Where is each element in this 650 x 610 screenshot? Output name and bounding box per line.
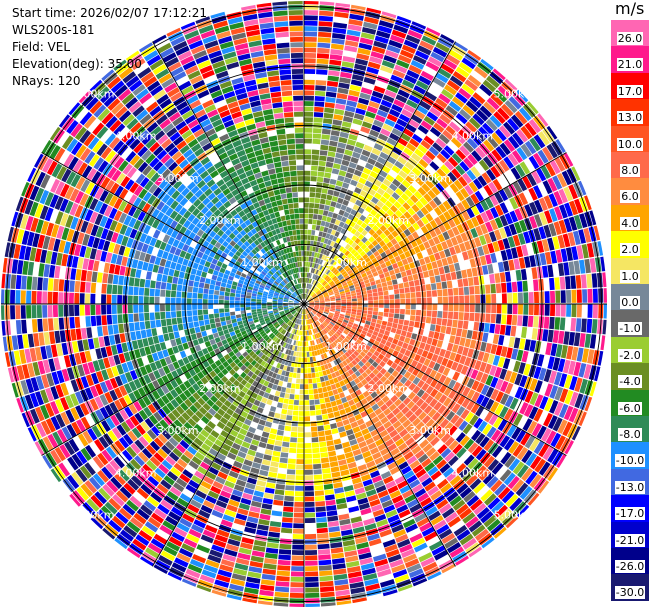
colorbar-tick-label: 26.0 — [616, 32, 644, 45]
range-label: 2.00km — [367, 382, 409, 395]
colorbar-tick-label: -8.0 — [618, 428, 642, 441]
start-time: Start time: 2026/02/07 17:12:21 — [12, 6, 207, 20]
colorbar-tick-label: 4.0 — [620, 216, 640, 230]
range-label: 4.00km — [115, 130, 157, 143]
range-label: 5.00km — [494, 508, 536, 521]
range-label: 5.00km — [73, 508, 115, 521]
colorbar-tick-label: -1.0 — [618, 322, 642, 336]
colorbar-tick-label: 13.0 — [616, 111, 644, 125]
range-ring-overlay — [1, 1, 607, 607]
colorbar-tick-label: -4.0 — [618, 375, 642, 389]
range-label: 1.00km — [241, 256, 283, 269]
colorbar-tick-label: -6.0 — [618, 401, 642, 415]
colorbar-tick-label: -17.0 — [614, 507, 646, 521]
range-label: 2.00km — [199, 382, 241, 395]
range-label: 3.00km — [409, 424, 451, 437]
scan-info: Start time: 2026/02/07 17:12:21 WLS200s-… — [12, 5, 207, 90]
range-label: 3.00km — [157, 424, 199, 437]
colorbar-tick-label: 1.0 — [620, 269, 640, 283]
velocity-field — [1, 1, 607, 607]
colorbar-tick-label: -13.0 — [614, 480, 646, 494]
colorbar-tick-label: 2.0 — [620, 243, 640, 257]
range-label: 5.00km — [73, 88, 115, 101]
range-label: 5.00km — [494, 88, 536, 101]
range-label: 3.00km — [157, 172, 199, 185]
range-label: 4.00km — [452, 466, 494, 479]
range-label: 4.00km — [115, 466, 157, 479]
colorbar-tick-label: -2.0 — [618, 348, 642, 362]
colorbar-tick-label: -30.0 — [614, 586, 646, 600]
colorbar-tick-label: -21.0 — [614, 533, 646, 547]
nrays: NRays: 120 — [12, 74, 81, 88]
colorbar-tick-label: 8.0 — [620, 164, 640, 177]
colorbar-unit: m/s — [615, 0, 645, 18]
range-label: 2.00km — [367, 214, 409, 227]
range-label: 1.00km — [241, 340, 283, 353]
colorbar-tick-label: 6.0 — [620, 190, 640, 204]
colorbar-tick-label: 17.0 — [616, 84, 644, 98]
field-name: Field: VEL — [12, 40, 71, 54]
colorbar: m/s 26.0 21.0 17.0 13.0 10.0 8.0 6.0 4.0 2.0 1.0 0… — [611, 0, 650, 610]
range-labels: 1.00km 1.00km 1.00km 1.00km 2.00km 2.00km 2.00… — [73, 88, 535, 522]
instrument-name: WLS200s-181 — [12, 23, 95, 37]
range-label: 1.00km — [325, 340, 367, 353]
colorbar-tick-label: 10.0 — [616, 137, 644, 151]
range-label: 1.00km — [325, 256, 367, 269]
azimuth-spoke — [152, 41, 456, 567]
range-label: 4.00km — [452, 130, 494, 143]
range-label: 3.00km — [409, 172, 451, 185]
colorbar-tick-label: -10.0 — [614, 454, 646, 468]
range-label: 2.00km — [199, 214, 241, 227]
colorbar-tick-label: -26.0 — [614, 560, 646, 573]
colorbar-tick-label: 21.0 — [616, 58, 644, 72]
colorbar-tick-label: 0.0 — [620, 296, 640, 309]
elevation: Elevation(deg): 35.00 — [12, 57, 142, 71]
